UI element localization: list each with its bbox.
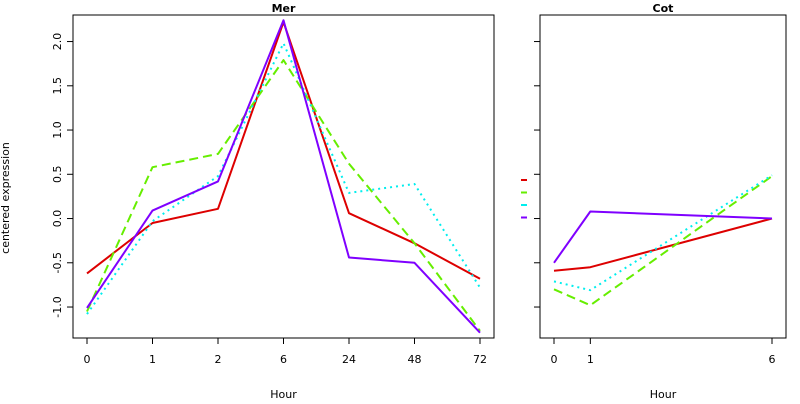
mer-y-tick-label: 0.0: [51, 210, 64, 228]
y-axis-title: centered expression: [0, 142, 12, 254]
mer-title: Mer: [272, 2, 296, 15]
cot-x-tick-label: 1: [587, 353, 594, 366]
mer-x-tick-label: 72: [473, 353, 487, 366]
cot-series-4-line: [553, 210, 773, 264]
cot-series-3-line: [553, 174, 773, 292]
cot-x-axis-title: Hour: [650, 388, 677, 400]
mer-series-3-line: [86, 42, 481, 315]
mer-y-tick-label: -0.5: [51, 252, 64, 273]
mer-x-axis-title: Hour: [270, 388, 297, 400]
cot-x-tick-label: 6: [769, 353, 776, 366]
cot-series-1-line: [553, 217, 773, 272]
mer-x-tick-label: 2: [215, 353, 222, 366]
mer-plot-frame: [72, 14, 495, 339]
mer-y-tick-label: -1.0: [51, 296, 64, 317]
mer-x-tick-label: 6: [280, 353, 287, 366]
mer-y-tick-label: 0.5: [51, 166, 64, 184]
cot-series-2-line: [553, 175, 773, 307]
cot-x-tick-label: 0: [551, 353, 558, 366]
mer-series-2-line: [86, 59, 481, 332]
mer-x-tick-label: 0: [84, 353, 91, 366]
mer-y-tick-label: 2.0: [51, 33, 64, 51]
mer-x-tick-label: 48: [408, 353, 422, 366]
mer-x-tick-label: 24: [342, 353, 356, 366]
mer-x-tick-label: 1: [149, 353, 156, 366]
mer-y-tick-label: 1.5: [51, 77, 64, 95]
mer-y-tick-label: 1.0: [51, 121, 64, 139]
cot-plot-frame: [539, 14, 787, 339]
mer-series-4-line: [86, 19, 481, 334]
cot-title: Cot: [653, 2, 674, 15]
